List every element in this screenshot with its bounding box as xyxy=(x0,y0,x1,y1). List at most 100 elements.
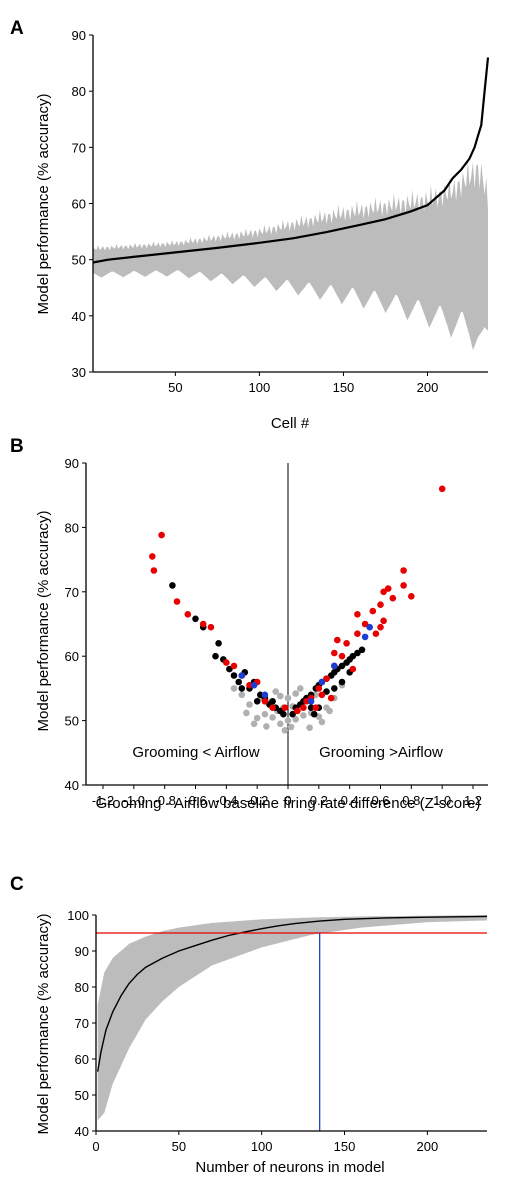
panel-b-data-point xyxy=(250,720,258,728)
panel-a-y-tick-label: 30 xyxy=(72,365,86,380)
panel-b-data-point xyxy=(338,678,346,686)
panel-c-variance-band xyxy=(97,915,487,1121)
panel-b-y-axis-label: Model performance (% accuracy) xyxy=(35,511,52,732)
panel-b-data-point xyxy=(280,710,287,718)
panel-b-x-tick-label: -0.2 xyxy=(246,793,268,808)
panel-b-x-axis-label: Grooming - Airflow baseline firing rate … xyxy=(96,795,481,812)
panel-b-data-point xyxy=(246,681,253,689)
panel-b-data-point xyxy=(327,694,335,702)
panel-c-y-tick-label: 70 xyxy=(75,1016,89,1031)
panel-b-data-point xyxy=(312,691,320,699)
panel-b-data-point xyxy=(408,593,415,600)
panel-c-y-tick-label: 100 xyxy=(67,908,89,923)
panel-c-x-tick-label: 0 xyxy=(92,1139,99,1154)
panel-b-data-point xyxy=(230,685,238,692)
panel-a-y-tick-label: 50 xyxy=(72,253,86,268)
panel-c-letter: C xyxy=(10,874,24,895)
panel-b-data-point xyxy=(300,712,307,719)
panel-b-x-tick-label: -0.8 xyxy=(153,793,175,808)
panel-b-data-point xyxy=(192,615,199,623)
panel-c-x-tick-label: 50 xyxy=(172,1139,186,1154)
panel-b-data-point xyxy=(323,675,330,682)
panel-a-band-layer xyxy=(93,160,488,351)
panel-c-x-tick-label: 150 xyxy=(334,1139,356,1154)
panel-b-data-point xyxy=(349,652,357,660)
panel-b-data-point xyxy=(323,688,330,695)
panel-b-data-point xyxy=(366,623,374,631)
panel-a-axes: 30 40 50 60 70 80 90 50 100 150 200 xyxy=(72,28,488,395)
panel-b-data-point xyxy=(358,646,366,654)
panel-b-data-point xyxy=(215,640,222,647)
panel-b-x-tick-label: 1.2 xyxy=(464,793,482,808)
panel-b-data-point xyxy=(230,672,238,679)
panel-b-data-point xyxy=(250,681,258,689)
panel-b-data-point xyxy=(287,723,295,731)
panel-b-x-tick-label: 0 xyxy=(284,793,291,808)
panel-a-x-tick-label: 200 xyxy=(417,380,439,395)
panel-a-y-tick-label: 80 xyxy=(72,84,86,99)
panel-b-data-point xyxy=(238,685,246,692)
panel-b-data-point xyxy=(238,691,246,699)
panel-b-data-point xyxy=(272,688,280,695)
panel-b-data-point xyxy=(377,601,384,608)
panel-b-data-point xyxy=(312,704,320,711)
panel-b-data-point xyxy=(318,718,326,726)
panel-a-x-tick-label: 150 xyxy=(333,380,355,395)
panel-b-data-point xyxy=(199,620,207,628)
panel-b-data-point xyxy=(226,665,233,673)
panel-b-data-point xyxy=(331,649,338,657)
panel-b-data-point xyxy=(281,704,289,711)
panel-b-data-point xyxy=(284,694,292,702)
panel-b-points-layer xyxy=(149,485,446,734)
panel-b-data-point xyxy=(149,553,156,560)
panel-b-data-point xyxy=(297,685,304,692)
panel-b-data-point xyxy=(303,698,310,705)
panel-b-data-point xyxy=(400,567,407,574)
panel-c-y-axis-label: Model performance (% accuracy) xyxy=(35,914,52,1135)
panel-c: C 40 50 60 70 80 90 100 0 50 100 150 200 Number of … xyxy=(10,874,488,1176)
panel-c-y-tick-label: 40 xyxy=(75,1124,89,1139)
panel-b-data-point xyxy=(150,567,158,574)
panel-b-y-tick-label: 50 xyxy=(65,714,79,729)
panel-b-data-point xyxy=(281,727,289,734)
panel-b-data-point xyxy=(269,704,276,711)
panel-b-y-tick-label: 60 xyxy=(65,649,79,664)
panel-b-data-point xyxy=(169,582,176,589)
panel-c-y-tick-label: 80 xyxy=(75,980,89,995)
panel-b-x-tick-label: 0.4 xyxy=(341,793,359,808)
panel-c-line-layer xyxy=(96,915,488,1131)
panel-b-letter: B xyxy=(10,436,24,457)
panel-b-x-tick-label: -1.0 xyxy=(123,793,145,808)
panel-b-data-point xyxy=(277,720,284,728)
panel-b-data-point xyxy=(235,678,242,686)
panel-c-x-tick-label: 100 xyxy=(251,1139,273,1154)
panel-b-x-tick-label: -1.2 xyxy=(92,793,114,808)
panel-b-data-point xyxy=(284,717,292,724)
panel-c-axes: 40 50 60 70 80 90 100 0 50 100 150 200 xyxy=(67,908,487,1154)
panel-b: B 40 50 60 70 80 90 -1.2 -1.0 -0.8 -0.6 -0.4 -0.2 0 0… xyxy=(10,436,488,812)
panel-b-x-tick-label: -0.4 xyxy=(215,793,237,808)
panel-a-y-tick-label: 60 xyxy=(72,197,86,212)
panel-a-y-tick-label: 70 xyxy=(72,140,86,155)
panel-b-data-point xyxy=(261,691,269,699)
panel-b-axes: 40 50 60 70 80 90 -1.2 -1.0 -0.8 -0.6 -0.4 -0.2 0 0.2… xyxy=(65,456,488,808)
panel-b-data-point xyxy=(343,640,350,647)
panel-b-data-point xyxy=(212,652,219,660)
panel-b-data-point xyxy=(338,662,346,670)
panel-b-data-point xyxy=(338,652,346,660)
panel-b-data-point xyxy=(277,692,284,700)
panel-a-line-layer xyxy=(92,57,490,264)
panel-b-data-point xyxy=(354,611,361,618)
panel-b-data-point xyxy=(307,698,315,705)
panel-b-data-point xyxy=(294,707,301,715)
panel-b-data-point xyxy=(243,709,250,717)
panel-b-data-point xyxy=(369,607,377,615)
panel-a-y-tick-label: 40 xyxy=(72,309,86,324)
panel-b-data-point xyxy=(246,701,253,708)
panel-a: A 30 40 50 60 70 80 90 50 100 150 200 Cell # Model… xyxy=(10,18,490,432)
panel-b-y-tick-label: 90 xyxy=(65,456,79,471)
panel-b-data-point xyxy=(269,698,276,705)
panel-b-data-point xyxy=(292,716,300,723)
panel-b-data-point xyxy=(380,588,387,596)
panel-c-band-layer xyxy=(97,915,487,1121)
